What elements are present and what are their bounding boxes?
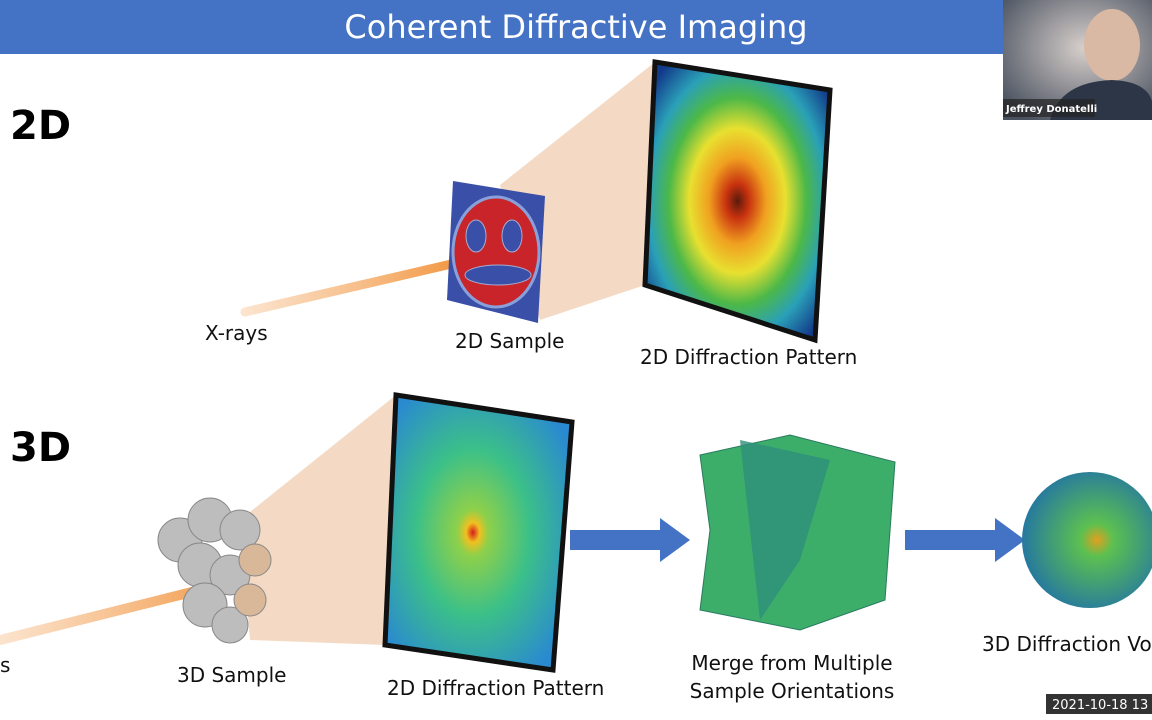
title-bar <box>0 0 1003 54</box>
caption: 2D Diffraction Pattern <box>640 345 857 369</box>
x-ray-beam <box>240 257 465 317</box>
participant-face <box>1084 9 1140 81</box>
sample-face <box>451 195 541 309</box>
timestamp: 2021-10-18 13 <box>1052 698 1148 713</box>
sample-3d <box>157 497 272 644</box>
name-tag <box>1003 99 1095 117</box>
caption: Merge from Multiple <box>691 651 892 675</box>
caption: Sample Orientations <box>690 679 895 703</box>
caption: 3D Sample <box>177 663 286 687</box>
merged-slice <box>740 440 830 620</box>
section-label: 3D <box>10 425 71 471</box>
sample-eye <box>501 219 523 253</box>
caption: s <box>0 653 10 677</box>
arrow <box>570 518 690 562</box>
caption: 2D Sample <box>455 329 564 353</box>
caption: 3D Diffraction Vol <box>982 632 1152 656</box>
timestamp-box <box>1046 694 1152 714</box>
sample-eye <box>465 219 487 253</box>
caption: 2D Diffraction Pattern <box>387 676 604 700</box>
diffraction-pattern-3d <box>382 392 575 673</box>
arrow <box>905 518 1025 562</box>
diffraction-volume <box>1022 472 1152 608</box>
participant-name: Jeffrey Donatelli <box>1005 104 1097 115</box>
caption: X-rays <box>205 321 268 345</box>
projection-cone <box>240 395 396 645</box>
section-label: 2D <box>10 103 71 149</box>
diffraction-pattern-2d <box>642 59 833 344</box>
slide-title: Coherent Diffractive Imaging <box>344 8 807 46</box>
sample-mouth <box>464 264 532 286</box>
